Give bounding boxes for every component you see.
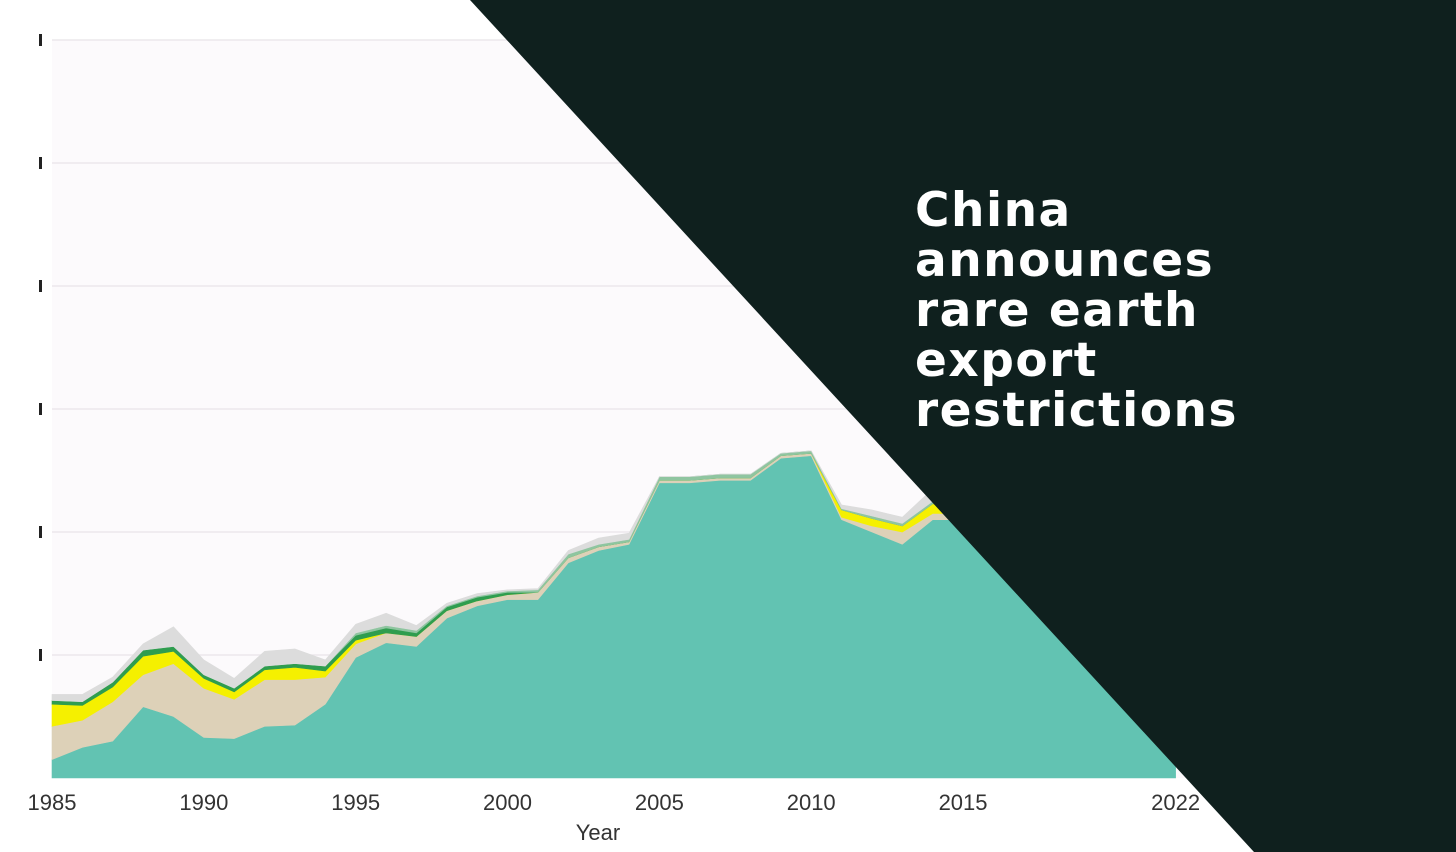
- x-axis-tick-labels: 1985 1990 1995 2000 2005 2010 2015 2022: [28, 790, 1201, 815]
- x-tick-label: 2000: [483, 790, 532, 815]
- y-tick-stub: [39, 34, 42, 46]
- headline-line-2: announces: [915, 233, 1215, 288]
- y-tick-stub: [39, 526, 42, 538]
- headline-line-5: restrictions: [915, 383, 1238, 438]
- headline-line-4: export: [915, 333, 1098, 388]
- x-tick-label: 2010: [787, 790, 836, 815]
- x-axis-title: Year: [576, 820, 620, 845]
- headline-banner: [470, 0, 1456, 852]
- headline: China announces rare earth export restri…: [915, 186, 1435, 436]
- x-tick-label: 2022: [1151, 790, 1200, 815]
- y-axis-tick-stubs: [39, 34, 42, 661]
- y-tick-stub: [39, 649, 42, 661]
- headline-line-3: rare earth: [915, 283, 1200, 338]
- x-tick-label: 2015: [939, 790, 988, 815]
- x-tick-label: 1995: [331, 790, 380, 815]
- x-tick-label: 1990: [179, 790, 228, 815]
- x-tick-label: 2005: [635, 790, 684, 815]
- y-tick-stub: [39, 403, 42, 415]
- y-tick-stub: [39, 157, 42, 169]
- y-tick-stub: [39, 280, 42, 292]
- headline-line-1: China: [915, 183, 1072, 238]
- x-tick-label: 1985: [28, 790, 77, 815]
